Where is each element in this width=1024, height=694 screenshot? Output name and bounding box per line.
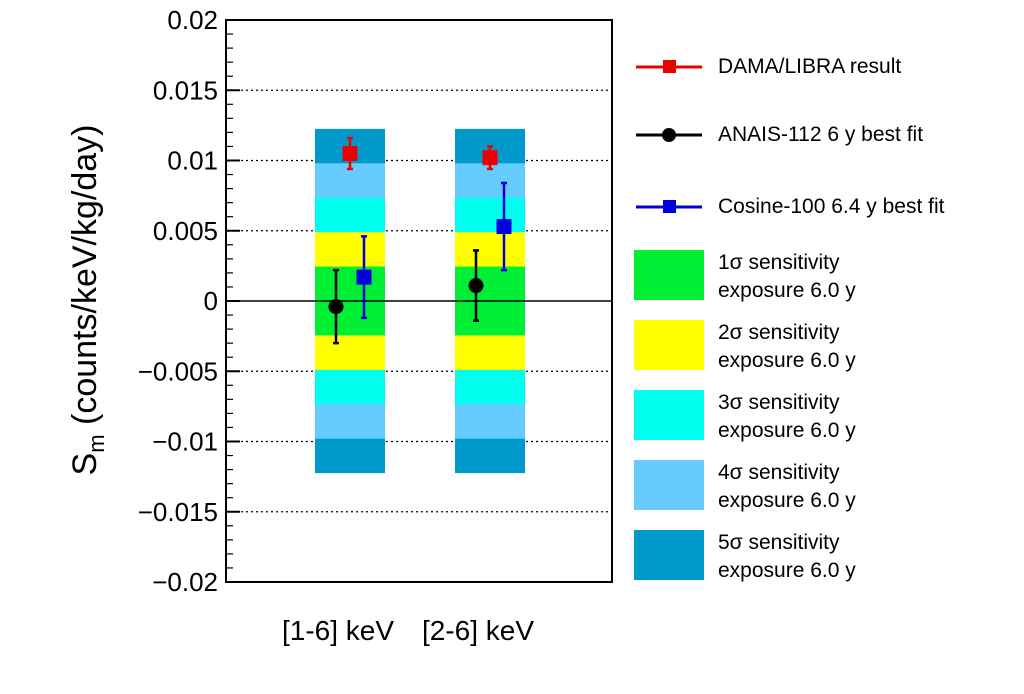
legend-item-anais: ANAIS-112 6 y best fit [634, 120, 1024, 150]
legend-exposure-sigma3: exposure 6.0 y [718, 419, 856, 442]
grid-lines [226, 89, 612, 513]
y-tick-label: −0.005 [138, 356, 218, 386]
legend-exposure-sigma2: exposure 6.0 y [718, 349, 856, 372]
y-tick-label: 0.015 [153, 75, 218, 105]
data-points [328, 136, 512, 345]
y-tick-label: −0.01 [152, 427, 218, 457]
legend-exposure-sigma5: exposure 6.0 y [718, 559, 856, 582]
y-tick-label: 0.02 [167, 5, 218, 35]
y-tick-label: 0 [204, 286, 218, 316]
legend-item-sigma2: 2σ sensitivity exposure 6.0 y [634, 320, 1024, 372]
legend-item-sigma5: 5σ sensitivity exposure 6.0 y [634, 530, 1024, 582]
y-tick-label: −0.015 [138, 497, 218, 527]
legend-item-sigma1: 1σ sensitivity exposure 6.0 y [634, 250, 1024, 302]
data-point [496, 219, 512, 235]
legend-item-sigma3: 3σ sensitivity exposure 6.0 y [634, 390, 1024, 442]
data-point [482, 150, 498, 166]
legend-exposure-sigma1: exposure 6.0 y [718, 279, 856, 302]
legend-item-dama: DAMA/LIBRA result [634, 52, 1024, 82]
legend-label-cosine: Cosine-100 6.4 y best fit [718, 195, 945, 218]
x-category-label: [1-6] keV [282, 615, 394, 646]
legend-label-sigma1: 1σ sensitivity [718, 251, 840, 274]
y-tick-label: 0.01 [167, 146, 218, 176]
legend-item-sigma4: 4σ sensitivity exposure 6.0 y [634, 460, 1024, 512]
y-tick-label: 0.005 [153, 216, 218, 246]
legend-swatch-sigma2 [634, 320, 704, 370]
legend-marker-anais [636, 128, 702, 142]
legend-marker-dama [636, 60, 702, 73]
legend-exposure-sigma4: exposure 6.0 y [718, 489, 856, 512]
legend-label-sigma3: 3σ sensitivity [718, 391, 840, 414]
legend-label-sigma2: 2σ sensitivity [718, 321, 840, 344]
x-category-label: [2-6] keV [422, 615, 534, 646]
legend-label-sigma5: 5σ sensitivity [718, 531, 840, 554]
data-point [328, 299, 344, 315]
x-axis: [1-6] keV [2-6] keV [282, 615, 534, 646]
chart: 0.02 0.015 0.01 0.005 0 −0.005 −0.01 −0.015 −0.0… [66, 5, 613, 646]
y-axis: 0.02 0.015 0.01 0.005 0 −0.005 −0.01 −0.015 −0.0… [138, 5, 240, 597]
legend-swatch-sigma1 [634, 250, 704, 300]
legend-swatch-sigma3 [634, 390, 704, 440]
legend-marker-cosine [636, 200, 702, 213]
legend-item-cosine: Cosine-100 6.4 y best fit [634, 192, 1024, 222]
legend-label-anais: ANAIS-112 6 y best fit [718, 123, 924, 146]
data-point [468, 278, 484, 294]
legend-label-dama: DAMA/LIBRA result [718, 55, 902, 78]
legend-swatch-sigma4 [634, 460, 704, 510]
data-point [356, 269, 372, 285]
y-tick-label: −0.02 [152, 567, 218, 597]
data-point [342, 145, 358, 161]
legend-label-sigma4: 4σ sensitivity [718, 461, 840, 484]
y-axis-title: Sm (counts/keV/kg/day) [66, 125, 109, 476]
legend-swatch-sigma5 [634, 530, 704, 580]
